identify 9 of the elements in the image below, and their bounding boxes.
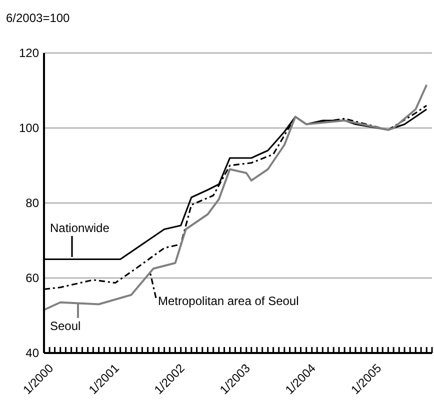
y-tick-label: 40	[26, 346, 40, 360]
chart-title: 6/2003=100	[6, 11, 70, 25]
y-tick-label: 100	[18, 121, 40, 136]
legend-label: Metropolitan area of Seoul	[158, 294, 299, 308]
legend-label: Seoul	[50, 319, 81, 333]
text: Nationwide	[50, 221, 110, 235]
y-tick-label: 80	[26, 196, 40, 210]
y-tick-label: 120	[18, 46, 40, 60]
y-tick-label: 60	[26, 271, 40, 286]
